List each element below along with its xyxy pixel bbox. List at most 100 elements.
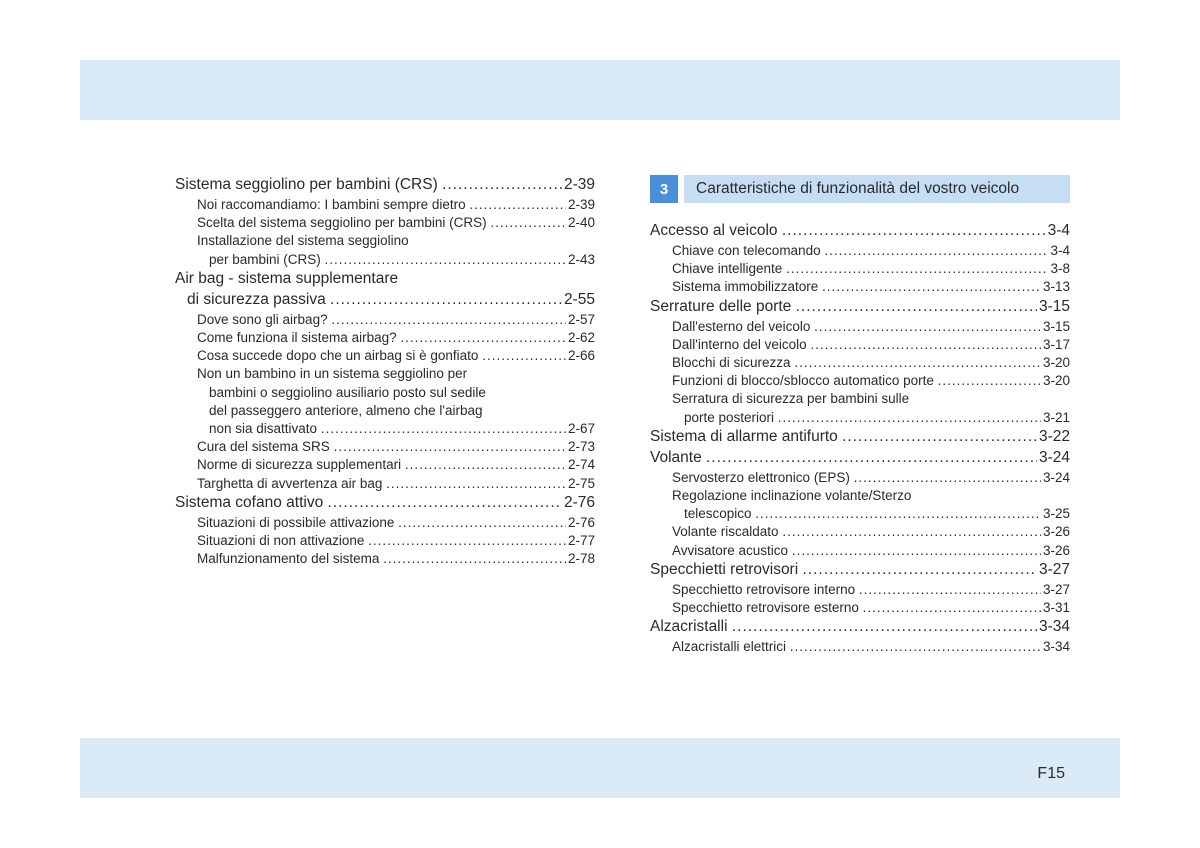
toc-page-ref: 2-57 — [566, 311, 595, 329]
toc-entry: porte posteriori 3-21 — [684, 409, 1070, 427]
toc-entry: Sistema di allarme antifurto 3-22 — [650, 427, 1070, 448]
toc-entry: Specchietto retrovisore interno 3-27 — [672, 581, 1070, 599]
toc-label: Situazioni di possibile attivazione — [197, 514, 398, 532]
toc-entry: Specchietto retrovisore esterno 3-31 — [672, 599, 1070, 617]
toc-label: Come funziona il sistema airbag? — [197, 329, 400, 347]
toc-leader-dots — [755, 505, 1041, 523]
toc-label: Installazione del sistema seggiolino — [197, 232, 409, 250]
toc-entry: Sistema cofano attivo 2-76 — [175, 493, 595, 514]
toc-label: Dall'interno del veicolo — [672, 336, 810, 354]
toc-leader-dots — [802, 560, 1036, 581]
toc-right-column: 3 Caratteristiche di funzionalità del vo… — [650, 175, 1070, 718]
toc-label: Situazioni di non attivazione — [197, 532, 368, 550]
toc-label: Cura del sistema SRS — [197, 438, 334, 456]
toc-leader-dots — [330, 290, 562, 311]
toc-label: Dall'esterno del veicolo — [672, 318, 814, 336]
toc-label: Servosterzo elettronico (EPS) — [672, 469, 854, 487]
toc-label: Accesso al veicolo — [650, 221, 782, 242]
toc-label: Specchietto retrovisore interno — [672, 581, 859, 599]
toc-label: Regolazione inclinazione volante/Sterzo — [672, 487, 911, 505]
toc-leader-dots — [706, 448, 1037, 469]
toc-label: Malfunzionamento del sistema — [197, 550, 383, 568]
toc-page-ref: 2-74 — [566, 456, 595, 474]
toc-entry: Situazioni di non attivazione 2-77 — [197, 532, 595, 550]
toc-entry: Dall'interno del veicolo 3-17 — [672, 336, 1070, 354]
toc-label: Sistema seggiolino per bambini (CRS) — [175, 175, 442, 196]
toc-label: Blocchi di sicurezza — [672, 354, 794, 372]
toc-label: Scelta del sistema seggiolino per bambin… — [197, 214, 490, 232]
toc-label: Funzioni di blocco/sblocco automatico po… — [672, 372, 938, 390]
toc-label: Sistema cofano attivo — [175, 493, 328, 514]
toc-page-ref: 3-4 — [1048, 242, 1070, 260]
toc-leader-dots — [822, 278, 1041, 296]
toc-leader-dots — [442, 175, 562, 196]
toc-entry: Volante riscaldato 3-26 — [672, 523, 1070, 541]
toc-page-ref: 3-8 — [1048, 260, 1070, 278]
toc-label: di sicurezza passiva — [187, 290, 330, 311]
toc-entry: Non un bambino in un sistema seggiolino … — [197, 365, 595, 383]
toc-page-ref: 3-24 — [1037, 448, 1070, 469]
toc-page-ref: 3-13 — [1041, 278, 1070, 296]
toc-page-ref: 3-21 — [1041, 409, 1070, 427]
toc-page-ref: 2-55 — [562, 290, 595, 311]
toc-leader-dots — [328, 493, 562, 514]
toc-page-ref: 2-43 — [566, 251, 595, 269]
toc-leader-dots — [810, 336, 1041, 354]
toc-label: Cosa succede dopo che un airbag si è gon… — [197, 347, 482, 365]
toc-label: Dove sono gli airbag? — [197, 311, 331, 329]
toc-label: Targhetta di avvertenza air bag — [197, 475, 386, 493]
toc-label: Air bag - sistema supplementare — [175, 269, 398, 290]
toc-page-ref: 3-27 — [1037, 560, 1070, 581]
toc-entry: Chiave intelligente 3-8 — [672, 260, 1070, 278]
toc-entry: per bambini (CRS) 2-43 — [209, 251, 595, 269]
toc-page-ref: 3-15 — [1041, 318, 1070, 336]
toc-entry: Cosa succede dopo che un airbag si è gon… — [197, 347, 595, 365]
toc-entry: Sistema seggiolino per bambini (CRS) 2-3… — [175, 175, 595, 196]
toc-leader-dots — [383, 550, 566, 568]
toc-page-ref: 3-25 — [1041, 505, 1070, 523]
toc-page-ref: 3-27 — [1041, 581, 1070, 599]
toc-entry: Blocchi di sicurezza 3-20 — [672, 354, 1070, 372]
toc-page-ref: 2-62 — [566, 329, 595, 347]
toc-label: Serratura di sicurezza per bambini sulle — [672, 390, 909, 408]
toc-leader-dots — [842, 427, 1037, 448]
toc-label: Alzacristalli elettrici — [672, 638, 790, 656]
toc-page-ref: 2-67 — [566, 420, 595, 438]
toc-label: Sistema di allarme antifurto — [650, 427, 842, 448]
toc-entry: Dall'esterno del veicolo 3-15 — [672, 318, 1070, 336]
header-band — [80, 60, 1120, 120]
toc-page-ref: 2-73 — [566, 438, 595, 456]
toc-label: Norme di sicurezza supplementari — [197, 456, 405, 474]
toc-leader-dots — [859, 581, 1041, 599]
toc-page-ref: 3-34 — [1037, 617, 1070, 638]
toc-entry: Accesso al veicolo 3-4 — [650, 221, 1070, 242]
toc-entry: Air bag - sistema supplementare — [175, 269, 595, 290]
toc-leader-dots — [794, 354, 1041, 372]
chapter-header: 3 Caratteristiche di funzionalità del vo… — [650, 175, 1070, 203]
toc-leader-dots — [814, 318, 1041, 336]
toc-leader-dots — [786, 260, 1048, 278]
toc-page-ref: 2-39 — [566, 196, 595, 214]
toc-label: del passeggero anteriore, almeno che l'a… — [209, 402, 483, 420]
toc-page-ref: 3-4 — [1046, 221, 1070, 242]
toc-label: non sia disattivato — [209, 420, 321, 438]
toc-leader-dots — [796, 297, 1037, 318]
toc-page-ref: 3-17 — [1041, 336, 1070, 354]
footer-band — [80, 738, 1120, 798]
toc-page-ref: 3-20 — [1041, 354, 1070, 372]
toc-leader-dots — [325, 251, 566, 269]
toc-entry: Volante 3-24 — [650, 448, 1070, 469]
toc-page-ref: 2-77 — [566, 532, 595, 550]
toc-label: telescopico — [684, 505, 755, 523]
toc-entry: Come funziona il sistema airbag? 2-62 — [197, 329, 595, 347]
toc-entry: Chiave con telecomando 3-4 — [672, 242, 1070, 260]
toc-page-ref: 3-24 — [1041, 469, 1070, 487]
chapter-title: Caratteristiche di funzionalità del vost… — [684, 175, 1070, 203]
toc-leader-dots — [782, 221, 1046, 242]
toc-label: Chiave intelligente — [672, 260, 786, 278]
toc-leader-dots — [469, 196, 566, 214]
toc-leader-dots — [490, 214, 566, 232]
toc-leader-dots — [790, 638, 1041, 656]
toc-leader-dots — [386, 475, 566, 493]
toc-entry: Sistema immobilizzatore 3-13 — [672, 278, 1070, 296]
